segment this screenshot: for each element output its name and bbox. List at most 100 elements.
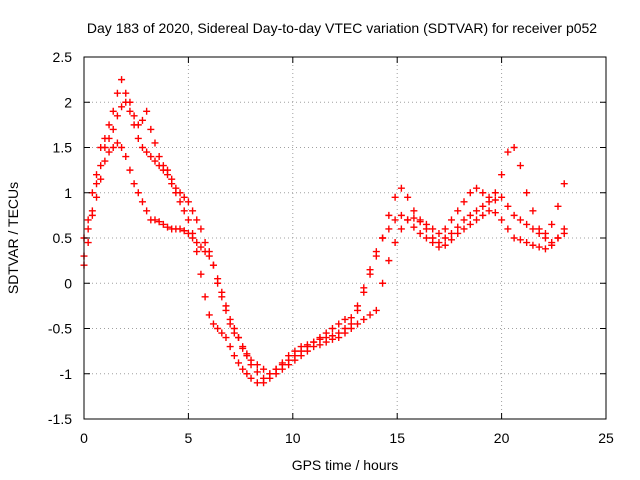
data-point (130, 121, 138, 129)
data-point (209, 261, 217, 269)
data-point (297, 352, 305, 360)
y-tick-label: -0.5 (48, 321, 72, 337)
data-point (498, 193, 506, 201)
data-point (366, 311, 374, 319)
data-point (510, 144, 518, 151)
data-point (516, 162, 524, 170)
data-point (101, 144, 109, 151)
data-point (143, 207, 151, 215)
data-point (310, 343, 318, 351)
data-point (134, 134, 142, 142)
series-trace-b (80, 139, 568, 382)
data-point (535, 243, 543, 251)
data-point (385, 225, 393, 233)
data-point (130, 180, 138, 188)
data-point (435, 243, 443, 251)
data-point (155, 153, 163, 161)
data-point (510, 234, 518, 242)
data-point (193, 216, 201, 224)
data-point (189, 229, 197, 237)
x-tick-label: 15 (389, 430, 405, 446)
data-point (138, 198, 146, 206)
data-point (138, 116, 146, 124)
x-axis-title: GPS time / hours (292, 457, 399, 473)
x-tick-labels: 0 5 10 15 20 25 (80, 430, 614, 446)
data-point (260, 365, 268, 373)
data-point (180, 193, 188, 201)
data-point (454, 229, 462, 237)
y-tick-label: 2 (64, 94, 72, 110)
data-point (422, 234, 430, 242)
data-point (155, 162, 163, 170)
data-point (118, 103, 126, 111)
data-point (297, 343, 305, 351)
data-point (379, 234, 387, 242)
data-point (303, 347, 311, 355)
data-point (397, 184, 405, 192)
data-point (397, 225, 405, 233)
data-point (510, 211, 518, 219)
y-tick-label: -1.5 (48, 411, 72, 427)
data-point (485, 207, 493, 215)
data-point (548, 241, 556, 249)
data-point (243, 352, 251, 360)
data-point (88, 207, 96, 215)
data-point (516, 216, 524, 224)
data-point (391, 193, 399, 201)
data-point (391, 216, 399, 224)
data-point (316, 334, 324, 342)
data-point (143, 107, 151, 115)
data-point (372, 248, 380, 256)
data-points (80, 76, 568, 387)
data-point (247, 374, 255, 382)
data-point (201, 239, 209, 247)
x-tick-label: 25 (598, 430, 614, 446)
data-point (491, 196, 499, 204)
data-point (230, 325, 238, 332)
data-point (491, 189, 499, 197)
data-point (541, 234, 549, 242)
y-tick-labels: -1.5 -1 -0.5 0 0.5 1 1.5 2 2.5 (48, 49, 72, 427)
data-point (122, 98, 130, 106)
data-point (93, 180, 101, 188)
data-point (285, 352, 293, 360)
data-point (541, 245, 549, 253)
data-point (176, 198, 184, 206)
data-point (360, 284, 368, 292)
data-point (479, 202, 487, 210)
data-point (193, 239, 201, 247)
data-point (113, 112, 121, 120)
data-point (130, 112, 138, 120)
data-point (205, 252, 213, 260)
x-tick-label: 5 (185, 430, 193, 446)
data-point (504, 225, 512, 233)
data-point (159, 166, 167, 174)
data-point (523, 220, 531, 228)
data-point (372, 306, 380, 314)
data-point (498, 216, 506, 224)
data-point (176, 225, 184, 233)
data-point (466, 189, 474, 197)
data-point (214, 275, 222, 283)
data-point (391, 239, 399, 247)
data-point (379, 279, 387, 287)
data-point (113, 139, 121, 147)
data-point (93, 171, 101, 179)
data-point (410, 207, 418, 215)
chart-title: Day 183 of 2020, Sidereal Day-to-day VTE… (87, 20, 597, 36)
data-point (316, 341, 324, 349)
data-point (218, 288, 226, 296)
axis-ticks (83, 56, 607, 420)
data-point (479, 189, 487, 197)
data-point (335, 334, 343, 342)
data-point (93, 193, 101, 201)
data-point (328, 325, 336, 332)
data-point (360, 315, 368, 323)
data-point (243, 370, 251, 378)
data-point (328, 335, 336, 343)
data-point (410, 223, 418, 231)
data-point (109, 144, 117, 151)
data-point (454, 223, 462, 231)
data-point (226, 315, 234, 323)
data-point (197, 225, 205, 233)
